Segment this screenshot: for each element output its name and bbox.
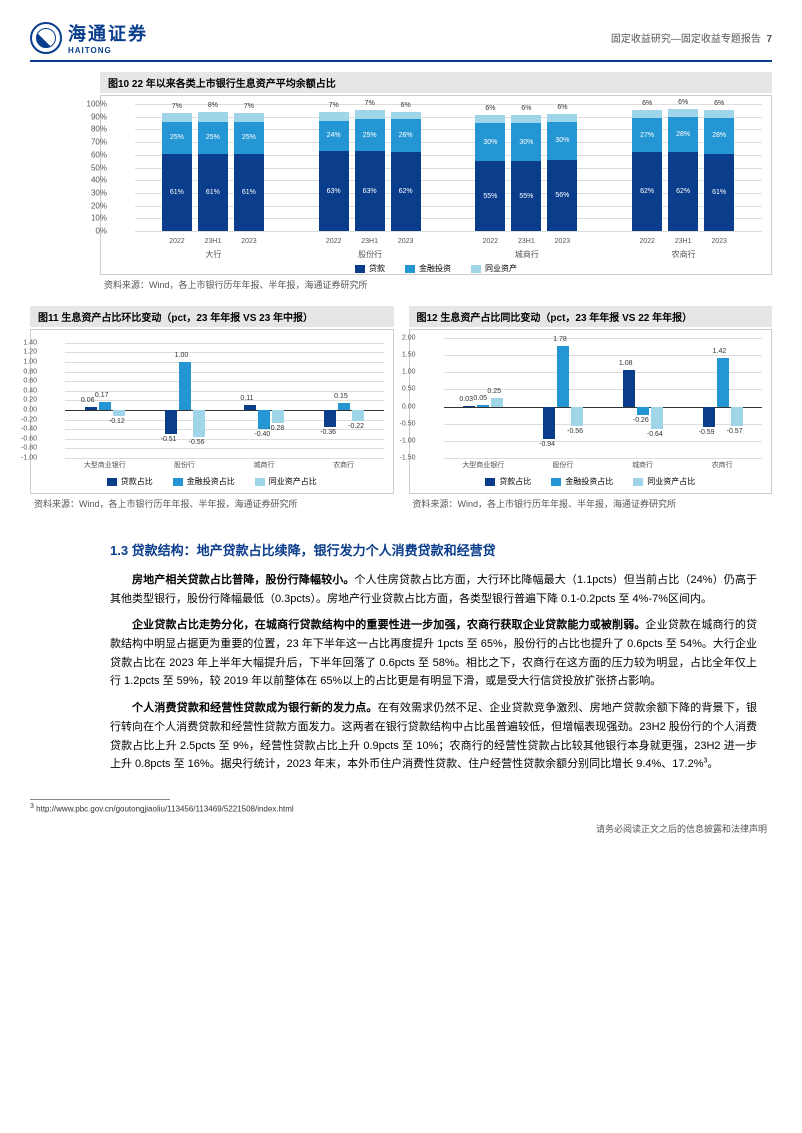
logo-icon: [30, 22, 62, 54]
chart10-title: 图10 22 年以来各类上市银行生息资产平均余额占比: [100, 72, 772, 93]
logo-cn: 海通证券: [68, 20, 148, 46]
para-1: 房地产相关贷款占比普降，股份行降幅较小。个人住房贷款占比方面，大行环比降幅最大（…: [110, 571, 757, 608]
chart10-source: 资料来源：Wind，各上市银行历年年报、半年报，海通证券研究所: [100, 278, 772, 291]
chart11-title: 图11 生息资产占比环比变动（pct，23 年年报 VS 23 年中报）: [30, 306, 394, 327]
footer-disclaimer: 请务必阅读正文之后的信息披露和法律声明: [30, 822, 772, 835]
chart12-source: 资料来源：Wind，各上市银行历年年报、半年报，海通证券研究所: [409, 497, 773, 510]
footnote: 3 http://www.pbc.gov.cn/goutongjiaoliu/1…: [30, 803, 772, 814]
chart12: -1.50-1.00-0.500.000.501.001.502.000.030…: [409, 329, 773, 494]
company-logo: 海通证券 HAITONG: [30, 20, 148, 55]
chart10: 0%10%20%30%40%50%60%70%80%90%100%61%25%7…: [100, 95, 772, 275]
doc-line: 固定收益研究—固定收益专题报告: [611, 34, 761, 45]
chart11: -1.00-0.80-0.60-0.40-0.200.000.200.400.6…: [30, 329, 394, 494]
chart12-title: 图12 生息资产占比同比变动（pct，23 年年报 VS 22 年年报）: [409, 306, 773, 327]
para-3: 个人消费贷款和经营性贷款成为银行新的发力点。在有效需求仍然不足、企业贷款竞争激烈…: [110, 699, 757, 774]
page-number: 7: [766, 34, 772, 45]
header-right: 固定收益研究—固定收益专题报告 7: [611, 30, 772, 45]
para-2: 企业贷款占比走势分化，在城商行贷款结构中的重要性进一步加强，农商行获取企业贷款能…: [110, 616, 757, 691]
chart11-source: 资料来源：Wind，各上市银行历年年报、半年报，海通证券研究所: [30, 497, 394, 510]
section-title: 1.3 贷款结构：地产贷款占比续降，银行发力个人消费贷款和经营贷: [110, 540, 757, 559]
footnote-separator: [30, 799, 170, 800]
page-header: 海通证券 HAITONG 固定收益研究—固定收益专题报告 7: [30, 20, 772, 62]
body-text: 1.3 贷款结构：地产贷款占比续降，银行发力个人消费贷款和经营贷 房地产相关贷款…: [30, 540, 772, 774]
logo-en: HAITONG: [68, 46, 148, 55]
